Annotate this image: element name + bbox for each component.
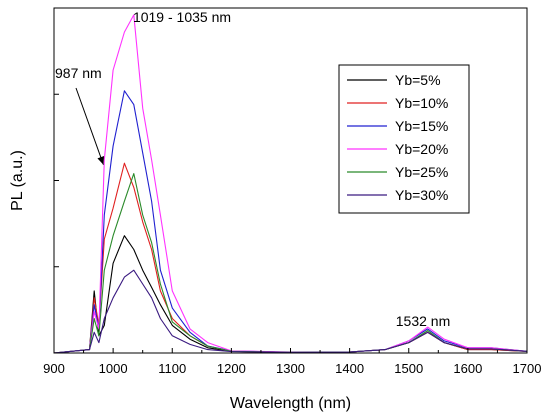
series-line-yb-15- bbox=[53, 90, 528, 354]
series-line-yb-25- bbox=[53, 173, 528, 354]
x-tick-label: 1300 bbox=[276, 361, 305, 376]
annotation-arrow-head bbox=[97, 155, 105, 165]
series-line-yb-30- bbox=[53, 269, 528, 354]
legend-label: Yb=15% bbox=[395, 118, 448, 134]
legend: Yb=5% Yb=10% Yb=15% Yb=20% Yb=25% Yb=30% bbox=[338, 64, 470, 214]
x-tick-label: 1400 bbox=[335, 361, 364, 376]
legend-label: Yb=25% bbox=[395, 164, 448, 180]
series-layer bbox=[53, 14, 528, 354]
x-tick-label: 1500 bbox=[394, 361, 423, 376]
x-tick-label: 1700 bbox=[513, 361, 542, 376]
annotation-arrow-line bbox=[75, 87, 104, 165]
legend-label: Yb=30% bbox=[395, 187, 448, 203]
series-line-yb-20- bbox=[53, 14, 528, 354]
x-tick-label: 1100 bbox=[158, 361, 186, 376]
axes-layer: 900 1000 1100 1200 1300 1400 1500 1600 1700 Wavel… bbox=[9, 7, 542, 412]
annotations-layer: 1019 - 1035 nm 987 nm 1532 nm bbox=[55, 9, 450, 329]
annotation-1532nm: 1532 nm bbox=[396, 313, 450, 329]
annotation-peak-range: 1019 - 1035 nm bbox=[133, 9, 231, 25]
x-tick-label: 1200 bbox=[217, 361, 246, 376]
series-line-yb-5- bbox=[53, 235, 528, 354]
x-tick-label: 1600 bbox=[453, 361, 482, 376]
x-tick-label: 1000 bbox=[99, 361, 128, 376]
legend-box bbox=[338, 64, 470, 214]
x-tick-label: 900 bbox=[43, 361, 65, 376]
legend-label: Yb=10% bbox=[395, 95, 448, 111]
y-axis-title: PL (a.u.) bbox=[9, 150, 26, 211]
legend-label: Yb=20% bbox=[395, 141, 448, 157]
annotation-987nm: 987 nm bbox=[55, 65, 102, 81]
x-axis-title: Wavelength (nm) bbox=[230, 395, 351, 412]
legend-label: Yb=5% bbox=[395, 72, 441, 88]
